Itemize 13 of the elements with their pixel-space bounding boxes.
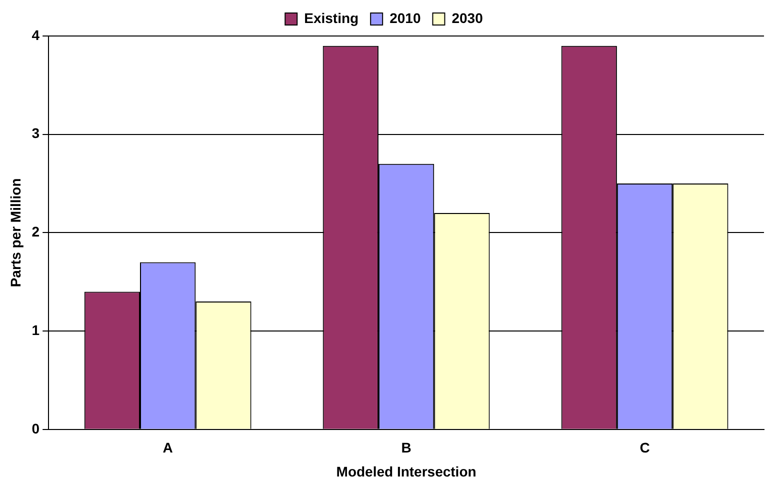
y-tick-label: 0: [32, 420, 40, 436]
y-tick-label: 2: [32, 224, 40, 240]
x-tick-label: C: [640, 440, 650, 456]
x-tick-label: A: [162, 440, 173, 456]
x-tick-label: B: [401, 440, 412, 456]
x-axis-title: Modeled Intersection: [336, 463, 476, 480]
legend-label: 2010: [390, 10, 421, 26]
y-tick-label: 4: [32, 26, 40, 43]
legend-label: Existing: [304, 10, 359, 26]
legend-label: 2030: [452, 10, 484, 26]
y-axis-title: Parts per Million: [7, 178, 24, 288]
y-tick-label: 3: [32, 125, 40, 142]
y-tick-label: 1: [32, 322, 40, 338]
